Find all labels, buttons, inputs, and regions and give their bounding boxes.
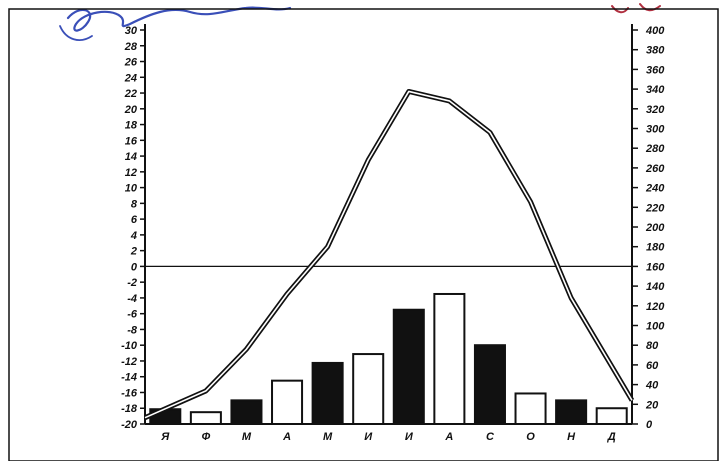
precipitation-bar xyxy=(352,353,385,425)
left-tick-label: 14 xyxy=(125,151,137,163)
precipitation-bar xyxy=(473,344,506,426)
left-tick-label: 4 xyxy=(130,230,137,242)
month-label: И xyxy=(364,431,373,443)
month-label: Д xyxy=(607,431,616,443)
month-label: С xyxy=(486,431,495,443)
left-tick-label: -6 xyxy=(127,309,138,321)
left-tick-label: -2 xyxy=(127,277,137,289)
left-tick-label: 16 xyxy=(125,135,138,147)
month-label: Я xyxy=(160,431,170,443)
axes xyxy=(144,24,633,425)
month-label: М xyxy=(323,431,333,443)
precipitation-bar xyxy=(514,392,547,425)
temperature-line-outer xyxy=(143,88,635,420)
left-tick-label: -10 xyxy=(121,340,138,352)
left-tick-label: -18 xyxy=(121,403,138,415)
precipitation-bar xyxy=(230,399,263,425)
right-tick-label: 80 xyxy=(646,340,659,352)
month-label: И xyxy=(405,431,414,443)
left-tick-label: 6 xyxy=(131,214,138,226)
month-label: А xyxy=(282,431,291,443)
left-tick-label: 24 xyxy=(124,72,137,84)
right-tick-label: 60 xyxy=(646,360,659,372)
right-tick-label: 120 xyxy=(646,301,665,313)
month-label: А xyxy=(444,431,453,443)
right-tick-label: 260 xyxy=(645,163,665,175)
left-tick-label: 20 xyxy=(124,104,138,116)
right-tick-label: 180 xyxy=(646,242,665,254)
precipitation-bar xyxy=(433,292,466,426)
left-tick-label: 10 xyxy=(125,183,138,195)
right-tick-label: 300 xyxy=(646,124,665,136)
left-tick-label: -20 xyxy=(121,419,138,431)
right-tick-label: 400 xyxy=(645,25,665,37)
right-axis-ticks: 4003803603403203002802602402202001801601… xyxy=(632,25,665,431)
right-tick-label: 280 xyxy=(645,143,665,155)
right-tick-label: 360 xyxy=(646,64,665,76)
temperature-line xyxy=(143,88,635,420)
month-label: Ф xyxy=(202,431,211,443)
left-tick-label: -4 xyxy=(127,293,137,305)
left-tick-label: -8 xyxy=(127,324,138,336)
bars xyxy=(149,292,628,426)
left-tick-label: 28 xyxy=(124,41,138,53)
left-tick-label: 0 xyxy=(131,261,138,273)
right-tick-label: 140 xyxy=(646,281,665,293)
right-tick-label: 100 xyxy=(646,321,665,333)
precipitation-bar xyxy=(392,308,425,425)
right-tick-label: 380 xyxy=(646,45,665,57)
right-tick-label: 220 xyxy=(645,202,665,214)
month-label: О xyxy=(526,431,535,443)
right-tick-label: 20 xyxy=(645,399,659,411)
right-tick-label: 320 xyxy=(646,104,665,116)
left-axis-ticks: 302826242220181614121086420-2-4-6-8-10-1… xyxy=(121,25,145,431)
left-tick-label: 12 xyxy=(125,167,137,179)
left-tick-label: 18 xyxy=(125,120,138,132)
left-tick-label: 22 xyxy=(124,88,137,100)
right-tick-label: 200 xyxy=(645,222,665,234)
left-tick-label: -12 xyxy=(121,356,137,368)
month-label: М xyxy=(242,431,252,443)
precipitation-bar xyxy=(555,399,588,425)
precipitation-bar xyxy=(595,407,628,425)
right-tick-label: 160 xyxy=(646,261,665,273)
left-tick-label: 8 xyxy=(131,198,138,210)
left-tick-label: 2 xyxy=(130,246,137,258)
left-tick-label: -16 xyxy=(121,387,138,399)
month-label: Н xyxy=(567,431,576,443)
left-tick-label: -14 xyxy=(121,372,137,384)
precipitation-bar xyxy=(311,361,344,425)
right-tick-label: 340 xyxy=(646,84,665,96)
right-tick-label: 40 xyxy=(645,380,659,392)
left-tick-label: 30 xyxy=(125,25,138,37)
precipitation-bar xyxy=(271,379,304,426)
left-tick-label: 26 xyxy=(124,57,138,69)
right-tick-label: 240 xyxy=(645,183,665,195)
right-tick-label: 0 xyxy=(646,419,653,431)
precipitation-bar xyxy=(189,411,222,425)
temperature-line-inner xyxy=(144,90,633,419)
